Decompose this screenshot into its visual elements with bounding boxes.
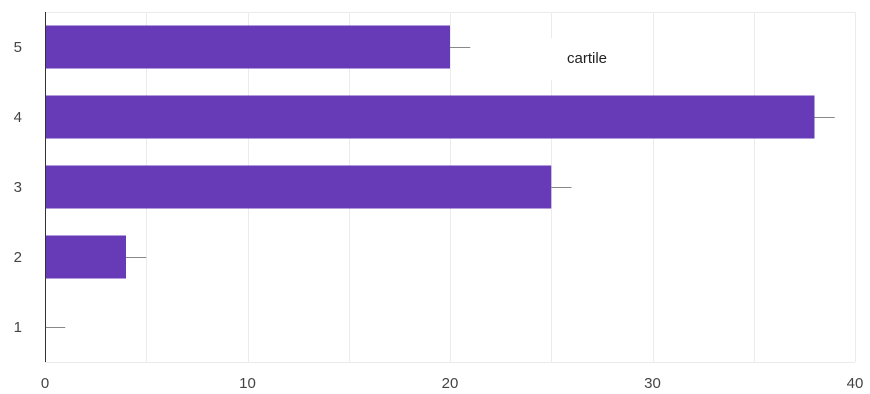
y-tick-label: 4 <box>14 109 22 126</box>
y-tick-label: 1 <box>14 319 22 336</box>
bar-3[interactable] <box>45 165 552 209</box>
x-tick-labels: 0 10 20 30 40 <box>41 375 864 392</box>
x-tick-label: 10 <box>239 375 256 392</box>
legend-box <box>541 38 653 80</box>
x-tick-label: 40 <box>847 375 864 392</box>
x-tick-label: 20 <box>442 375 459 392</box>
legend-label: cartile <box>567 50 607 67</box>
y-tick-label: 2 <box>14 249 22 266</box>
bar-4[interactable] <box>45 95 815 139</box>
y-tick-label: 5 <box>14 39 22 56</box>
bar-5[interactable] <box>45 25 450 69</box>
y-tick-label: 3 <box>14 179 22 196</box>
bar-2[interactable] <box>45 235 126 279</box>
error-bars-group <box>45 47 835 328</box>
x-tick-label: 0 <box>41 375 49 392</box>
bars-group <box>45 25 815 279</box>
y-tick-labels: 1 2 3 4 5 <box>14 39 22 336</box>
legend[interactable]: cartile <box>541 38 653 80</box>
x-tick-label: 30 <box>644 375 661 392</box>
